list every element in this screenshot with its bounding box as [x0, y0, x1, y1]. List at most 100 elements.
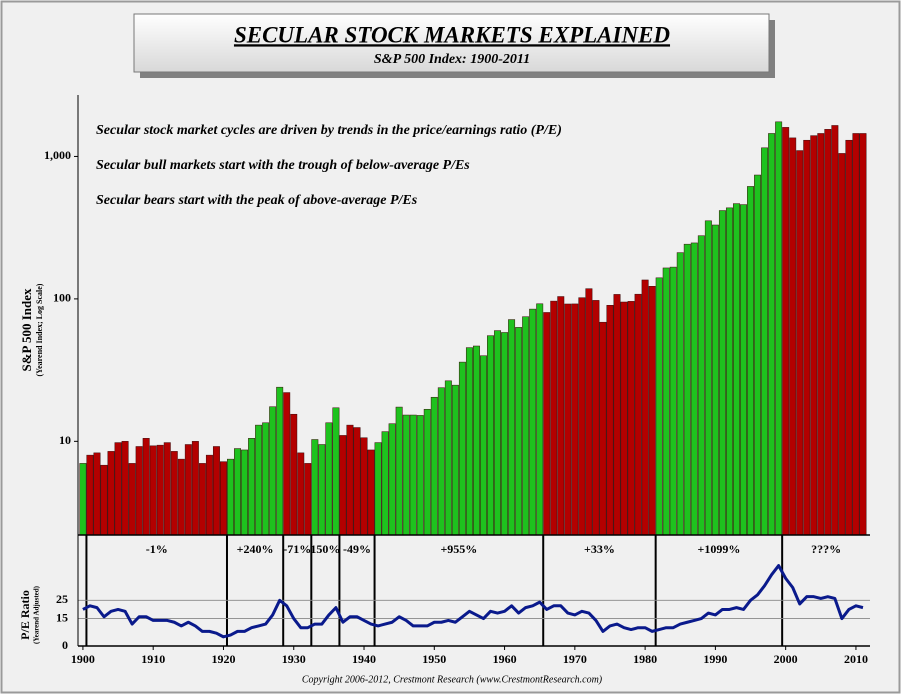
bar	[683, 243, 691, 536]
y-tick-label: 0	[62, 638, 68, 652]
bar	[107, 451, 115, 536]
bar	[227, 458, 234, 536]
chart-title: SECULAR STOCK MARKETS EXPLAINED	[234, 22, 670, 47]
period-label: +955%	[440, 542, 477, 556]
bar	[487, 335, 494, 536]
pe-line	[82, 564, 864, 639]
bar	[374, 442, 382, 536]
bar	[782, 127, 790, 536]
bar	[269, 406, 277, 536]
bar	[332, 407, 340, 536]
period-label: +1099%	[697, 542, 740, 556]
bar	[472, 345, 480, 536]
bar	[381, 431, 389, 536]
bar	[852, 133, 860, 536]
bar	[613, 294, 621, 536]
bar	[360, 437, 368, 536]
bar	[557, 296, 565, 536]
bar	[550, 300, 558, 536]
y-axis-sublabel: (Yearend Index; Log Scale)	[35, 283, 44, 376]
bar	[831, 125, 839, 536]
bar	[290, 413, 298, 536]
bar	[480, 355, 487, 536]
bar	[796, 150, 804, 536]
bar	[437, 387, 445, 536]
bar	[803, 139, 811, 536]
bar	[648, 286, 656, 536]
bar	[501, 332, 509, 536]
bar	[198, 463, 206, 536]
period-label: -49%	[343, 542, 371, 556]
period-label: +240%	[237, 542, 274, 556]
bar	[754, 174, 762, 536]
bar	[416, 415, 424, 536]
annotation: Secular bull markets start with the trou…	[96, 158, 470, 173]
period-label: -71%	[283, 542, 311, 556]
bar	[775, 121, 783, 536]
bar	[529, 308, 537, 536]
bar	[353, 427, 361, 536]
bar	[409, 414, 417, 536]
bar	[325, 422, 333, 536]
bar	[578, 297, 586, 536]
bar	[304, 463, 312, 536]
bar	[283, 392, 291, 536]
bar	[163, 442, 171, 536]
bar	[184, 444, 192, 536]
bar	[543, 312, 551, 536]
y-tick-label: 25	[56, 592, 68, 606]
bar	[177, 458, 185, 536]
bar	[128, 463, 136, 536]
bar	[142, 438, 150, 536]
bar	[220, 461, 227, 536]
bar	[718, 210, 726, 536]
bar	[859, 133, 867, 536]
bar	[276, 386, 284, 536]
bar	[311, 439, 319, 536]
bar	[733, 203, 740, 536]
bar	[817, 133, 825, 536]
bar	[114, 442, 122, 536]
x-tick-label: 1920	[211, 652, 235, 666]
bar	[255, 424, 263, 536]
y-tick-label: 10	[59, 433, 71, 447]
bar	[606, 305, 614, 536]
x-tick-label: 1910	[141, 652, 165, 666]
bar	[838, 153, 846, 536]
bar	[662, 267, 670, 536]
x-tick-label: 1950	[422, 652, 446, 666]
x-tick-label: 1970	[563, 652, 587, 666]
bar	[627, 301, 635, 536]
bar	[620, 301, 628, 536]
bar	[522, 316, 530, 536]
period-label: -1%	[146, 542, 168, 556]
period-label: 150%	[310, 542, 340, 556]
bar	[704, 220, 712, 536]
x-tick-label: 2010	[844, 652, 868, 666]
bar	[564, 303, 572, 536]
bar	[697, 235, 705, 536]
bar	[402, 414, 410, 536]
bar	[395, 406, 403, 536]
bar	[339, 435, 347, 536]
y-axis-label: P/E Ratio	[18, 590, 32, 640]
bar	[234, 448, 241, 536]
x-tick-label: 1980	[633, 652, 657, 666]
bar	[494, 330, 502, 536]
bar	[205, 454, 213, 536]
y-tick-label: 100	[53, 291, 71, 305]
bar	[388, 423, 396, 536]
bar	[297, 452, 305, 536]
bar	[100, 464, 108, 536]
bar	[262, 422, 270, 536]
bar	[86, 454, 94, 536]
bar	[318, 444, 326, 536]
bar	[121, 441, 129, 536]
bar	[725, 207, 733, 536]
bar	[641, 279, 649, 536]
bar	[149, 445, 157, 536]
bar	[191, 441, 199, 536]
bar	[571, 303, 579, 536]
y-axis-sublabel: (Yearend Adjusted)	[33, 585, 41, 644]
y-axis-label: S&P 500 Index	[19, 288, 34, 372]
